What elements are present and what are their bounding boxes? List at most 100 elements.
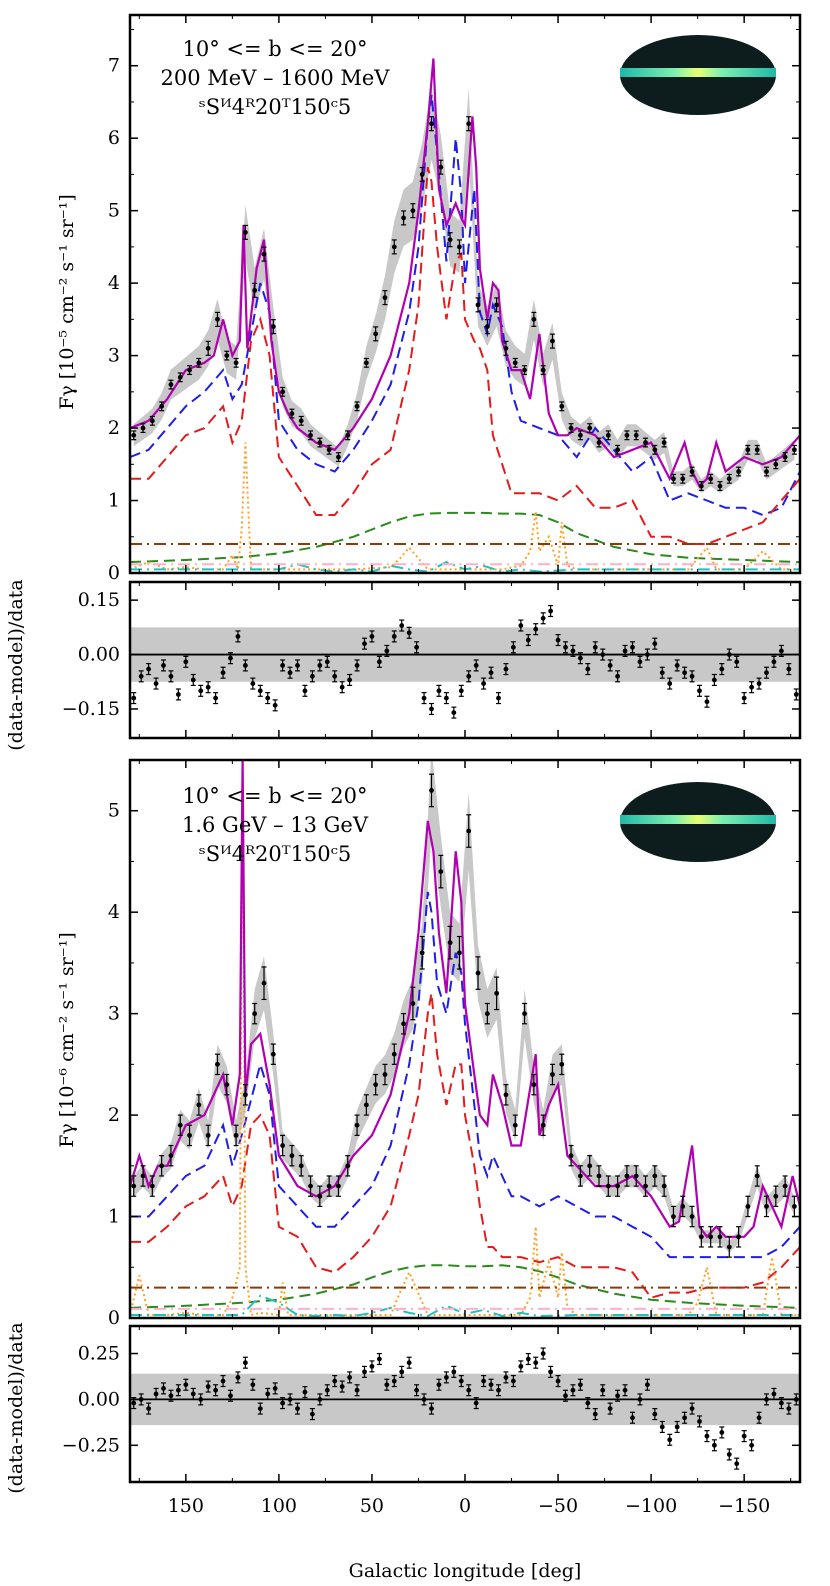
- y-tick-label: 3: [108, 345, 120, 367]
- residual-point-1: [525, 633, 531, 647]
- data-marker: [773, 461, 779, 467]
- data-marker: [682, 670, 688, 676]
- data-point-2: [261, 966, 267, 1001]
- data-marker: [659, 1424, 665, 1430]
- data-marker: [280, 663, 286, 668]
- y-tick-label: 1: [108, 490, 120, 512]
- residual-point-1: [585, 663, 591, 676]
- data-point-1: [391, 239, 397, 255]
- data-point-1: [159, 401, 165, 412]
- data-point-1: [345, 430, 351, 441]
- residual-tick-label: 0.00: [78, 644, 120, 666]
- residual-point-2: [682, 1411, 688, 1424]
- data-marker: [168, 673, 174, 679]
- residual-point-1: [295, 659, 300, 672]
- data-point-2: [317, 1185, 323, 1208]
- data-marker: [336, 454, 341, 460]
- data-marker: [633, 1173, 639, 1179]
- data-marker: [252, 1011, 258, 1017]
- data-point-1: [652, 444, 658, 455]
- data-marker: [734, 1461, 740, 1467]
- residual-point-2: [198, 1393, 204, 1406]
- series-total-model-1: [130, 58, 800, 488]
- x-tick-label: 100: [261, 1495, 297, 1517]
- residual-point-2: [652, 1408, 658, 1421]
- panel-2-main: 0 1 2 3 4 5 10° <= b <= 20° 1.6 GeV – 13 GeV …: [56, 758, 802, 1329]
- data-marker: [308, 432, 313, 438]
- residual-point-2: [175, 1384, 181, 1397]
- data-marker: [741, 1433, 747, 1439]
- data-marker: [749, 1442, 755, 1448]
- data-marker: [697, 688, 702, 694]
- residual-point-2: [704, 1430, 710, 1443]
- data-point-1: [661, 437, 667, 448]
- residual-point-1: [421, 692, 427, 705]
- data-marker: [559, 403, 565, 409]
- residual-point-1: [644, 648, 650, 661]
- data-marker: [168, 1393, 174, 1399]
- residual-point-1: [481, 677, 487, 690]
- data-point-1: [633, 430, 639, 441]
- data-marker: [533, 1360, 539, 1366]
- data-point-1: [605, 430, 611, 441]
- data-point-2: [335, 1175, 341, 1197]
- y-tick-label: 6: [108, 127, 120, 149]
- data-marker: [592, 644, 598, 650]
- residual-point-1: [600, 648, 606, 661]
- data-point-1: [168, 379, 174, 390]
- residual-point-1: [369, 630, 375, 643]
- data-marker: [550, 338, 555, 344]
- data-marker: [317, 663, 323, 668]
- data-point-1: [615, 444, 621, 455]
- data-marker: [782, 454, 788, 460]
- data-point-2: [270, 1043, 276, 1065]
- residual-point-1: [510, 641, 516, 654]
- series-component-red-1: [130, 166, 800, 545]
- residual-point-1: [354, 659, 360, 672]
- data-marker: [704, 1433, 710, 1439]
- data-marker: [298, 1163, 304, 1169]
- residual-point-1: [280, 659, 286, 672]
- x-tick-label: 150: [168, 1495, 204, 1517]
- data-marker: [447, 237, 453, 243]
- data-marker: [399, 623, 405, 628]
- data-marker: [419, 172, 425, 177]
- energy-range-label-2: 1.6 GeV – 13 GeV: [182, 813, 369, 837]
- data-point-2: [587, 1155, 593, 1177]
- data-marker: [443, 1374, 449, 1380]
- data-marker: [443, 695, 449, 701]
- data-point-2: [131, 1175, 137, 1197]
- y-tick-label: 4: [108, 901, 120, 923]
- data-point-2: [373, 1073, 379, 1096]
- data-marker: [280, 1143, 286, 1148]
- data-marker: [317, 1193, 323, 1199]
- data-point-1: [764, 466, 769, 477]
- data-marker: [451, 710, 457, 716]
- residual-point-1: [339, 681, 345, 694]
- data-marker: [782, 1183, 788, 1189]
- data-marker: [252, 287, 258, 293]
- residual-point-1: [622, 644, 628, 657]
- data-marker: [533, 626, 539, 632]
- residual-point-1: [667, 677, 673, 690]
- x-tick-label: −50: [538, 1495, 578, 1517]
- data-point-1: [438, 159, 444, 175]
- data-point-2: [298, 1155, 304, 1177]
- data-point-1: [401, 210, 407, 226]
- data-marker: [410, 1001, 416, 1006]
- data-point-1: [475, 297, 481, 313]
- data-marker: [717, 483, 723, 489]
- data-marker: [496, 695, 501, 701]
- series-component-blue-2: [130, 891, 800, 1259]
- residual-point-2: [376, 1352, 382, 1366]
- data-point-1: [456, 239, 462, 255]
- data-marker: [345, 432, 351, 438]
- data-point-2: [633, 1165, 639, 1187]
- data-point-1: [233, 357, 239, 368]
- data-marker: [792, 447, 797, 453]
- residual-point-1: [414, 641, 420, 654]
- residual-point-1: [309, 670, 315, 683]
- data-marker: [689, 469, 695, 474]
- residual-point-1: [674, 659, 680, 672]
- data-marker: [265, 695, 271, 701]
